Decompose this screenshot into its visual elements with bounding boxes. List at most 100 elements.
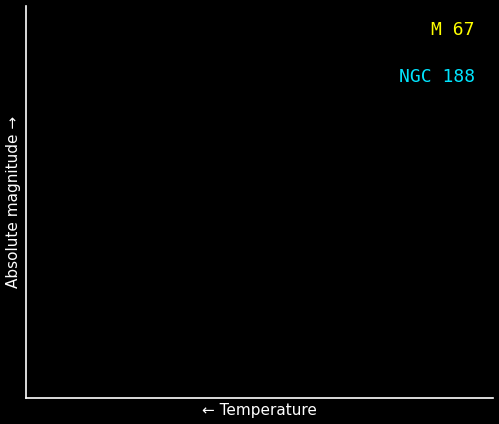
Point xyxy=(258,247,266,254)
Point xyxy=(279,277,287,284)
Point xyxy=(206,139,214,146)
Point xyxy=(208,207,216,214)
Point xyxy=(205,213,213,220)
Point xyxy=(434,308,442,315)
Point xyxy=(461,49,469,56)
Point xyxy=(431,92,439,99)
Point xyxy=(210,231,218,238)
Point xyxy=(157,170,165,176)
Point xyxy=(164,65,172,72)
Point xyxy=(391,358,399,365)
Point xyxy=(61,338,69,345)
Point xyxy=(178,195,186,202)
Point xyxy=(179,191,187,198)
Point xyxy=(316,315,324,322)
Point xyxy=(177,156,185,163)
Point xyxy=(236,128,244,134)
Point xyxy=(334,330,342,337)
Point xyxy=(175,101,183,108)
Point xyxy=(166,81,174,88)
Point xyxy=(305,302,313,309)
Point xyxy=(166,163,174,170)
Point xyxy=(279,330,287,337)
Point xyxy=(378,345,386,351)
Point xyxy=(184,141,192,148)
Point xyxy=(212,238,220,245)
Point xyxy=(264,291,272,298)
Point xyxy=(295,334,303,340)
Point xyxy=(172,166,180,173)
Point xyxy=(303,239,311,246)
Point xyxy=(359,329,367,335)
Point xyxy=(74,213,82,220)
Point xyxy=(353,325,361,332)
Point xyxy=(351,341,359,348)
Point xyxy=(277,270,285,277)
Point xyxy=(152,192,160,199)
Point xyxy=(377,225,385,232)
Point xyxy=(304,318,312,324)
Point xyxy=(196,114,204,121)
Point xyxy=(303,307,311,314)
Point xyxy=(174,203,182,210)
Point xyxy=(157,129,165,136)
Point xyxy=(142,173,150,180)
Point xyxy=(376,226,384,232)
Point xyxy=(274,285,282,292)
Point xyxy=(167,173,175,180)
Point xyxy=(159,158,167,165)
Point xyxy=(304,334,312,340)
Point xyxy=(186,92,194,98)
Point xyxy=(275,285,283,292)
Point xyxy=(213,226,221,233)
Point xyxy=(238,241,246,248)
Point xyxy=(170,193,178,200)
Point xyxy=(114,96,122,103)
Point xyxy=(404,173,412,180)
Point xyxy=(273,274,281,281)
Point xyxy=(307,320,315,326)
Point xyxy=(97,149,105,156)
Point xyxy=(157,192,165,199)
Point xyxy=(186,113,194,120)
Point xyxy=(181,197,189,204)
Point xyxy=(151,177,159,184)
Point xyxy=(222,217,230,223)
Point xyxy=(252,58,260,64)
Point xyxy=(47,276,55,283)
Point xyxy=(250,254,257,261)
Point xyxy=(184,204,192,211)
Point xyxy=(290,298,298,305)
Point xyxy=(151,151,159,157)
Point xyxy=(156,261,164,268)
Point xyxy=(286,263,294,270)
Point xyxy=(209,218,217,225)
Point xyxy=(147,165,155,171)
Point xyxy=(258,261,266,268)
Point xyxy=(224,228,232,235)
Point xyxy=(199,193,207,200)
Point xyxy=(215,143,223,150)
Point xyxy=(444,349,452,355)
Point xyxy=(175,151,183,158)
Point xyxy=(184,220,192,227)
Point xyxy=(185,200,193,207)
Point xyxy=(153,81,161,88)
Point xyxy=(131,156,139,163)
Point xyxy=(206,233,214,240)
Point xyxy=(397,114,405,120)
Point xyxy=(133,162,141,168)
Point xyxy=(177,212,185,218)
Point xyxy=(177,75,185,82)
Point xyxy=(370,352,378,359)
Point xyxy=(191,206,199,212)
Point xyxy=(191,215,199,221)
Point xyxy=(97,80,105,86)
Point xyxy=(197,220,205,227)
Point xyxy=(389,355,397,362)
Point xyxy=(212,130,220,137)
Point xyxy=(346,325,354,332)
Point xyxy=(455,325,463,332)
Point xyxy=(280,306,288,312)
Point xyxy=(345,276,353,282)
